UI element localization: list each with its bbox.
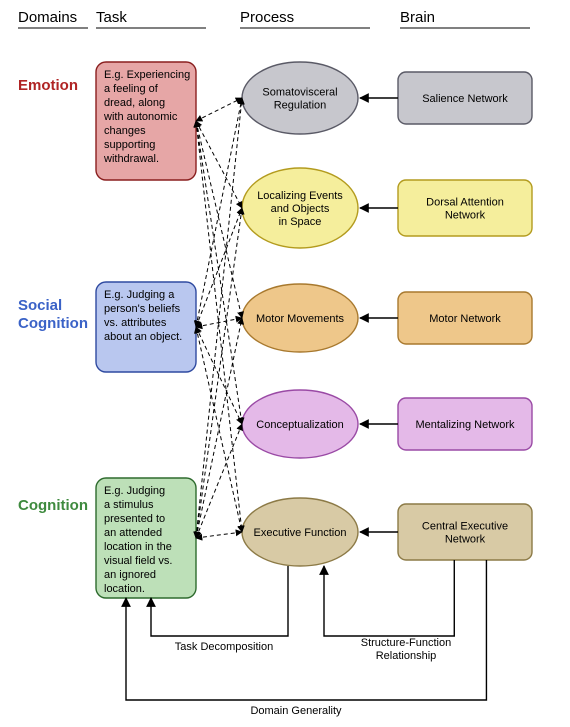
social-task-line: E.g. Judging a <box>104 289 175 301</box>
brain-salience: Salience Network <box>398 72 532 124</box>
social-task-line: about an object. <box>104 331 182 343</box>
process-somatovisceral: SomatovisceralRegulation <box>242 62 358 134</box>
cognition-task-line: E.g. Judging <box>104 485 165 497</box>
brain-dorsal-attention: Dorsal AttentionNetwork <box>398 180 532 236</box>
emotion-task-line: with autonomic <box>103 111 178 123</box>
process-header: Process <box>240 9 294 26</box>
label-structure-function: Relationship <box>376 650 437 662</box>
domains-header: Domains <box>18 9 77 26</box>
cognition-task-line: location in the <box>104 541 172 553</box>
cognition-task: E.g. Judging a stimulus presented to an att… <box>96 478 196 598</box>
domain-label-social: Cognition <box>18 315 88 332</box>
emotion-task-line: a feeling of <box>104 83 159 95</box>
process-localizing-label: in Space <box>279 216 322 228</box>
process-motor: Motor Movements <box>242 284 358 352</box>
emotion-task-line: supporting <box>104 139 155 151</box>
emotion-task: E.g. Experiencing a feeling of dread, alon… <box>96 62 196 180</box>
social-task: E.g. Judging a person's beliefs vs. attrib… <box>96 282 196 372</box>
emotion-task-line: withdrawal. <box>103 153 159 165</box>
social-task-line: vs. attributes <box>104 317 167 329</box>
brain-mentalizing: Mentalizing Network <box>398 398 532 450</box>
emotion-task-line: E.g. Experiencing <box>104 69 190 81</box>
brain-motor-network-label: Motor Network <box>429 313 501 325</box>
process-executive: Executive Function <box>242 498 358 566</box>
process-executive-label: Executive Function <box>254 527 347 539</box>
label-task-decomposition: Task Decomposition <box>175 641 273 653</box>
social-task-line: person's beliefs <box>104 303 181 315</box>
process-somatovisceral-label: Somatovisceral <box>262 87 337 99</box>
brain-central-executive: Central ExecutiveNetwork <box>398 504 532 560</box>
domain-label-emotion: Emotion <box>18 77 78 94</box>
task-header: Task <box>96 9 127 26</box>
brain-header: Brain <box>400 9 435 26</box>
process-motor-label: Motor Movements <box>256 313 345 325</box>
process-localizing: Localizing Eventsand Objectsin Space <box>242 168 358 248</box>
cognition-task-line: an ignored <box>104 569 156 581</box>
brain-dorsal-attention-label: Dorsal Attention <box>426 197 504 209</box>
label-domain-generality: Domain Generality <box>250 705 342 717</box>
process-conceptualization: Conceptualization <box>242 390 358 458</box>
label-structure-function: Structure-Function <box>361 637 451 649</box>
brain-salience-label: Salience Network <box>422 93 508 105</box>
brain-motor-network: Motor Network <box>398 292 532 344</box>
brain-central-executive-label: Central Executive <box>422 521 508 533</box>
cognition-task-line: an attended <box>104 527 162 539</box>
process-localizing-label: and Objects <box>271 203 330 215</box>
process-conceptualization-label: Conceptualization <box>256 419 343 431</box>
process-somatovisceral-label: Regulation <box>274 100 327 112</box>
cognition-task-line: a stimulus <box>104 499 154 511</box>
brain-dorsal-attention-label: Network <box>445 210 486 222</box>
domain-label-cognition: Cognition <box>18 497 88 514</box>
cognition-task-line: visual field vs. <box>104 555 172 567</box>
emotion-task-line: changes <box>104 125 146 137</box>
emotion-task-line: dread, along <box>104 97 165 109</box>
cognition-task-line: presented to <box>104 513 165 525</box>
domain-label-social: Social <box>18 297 62 314</box>
brain-central-executive-label: Network <box>445 534 486 546</box>
process-localizing-label: Localizing Events <box>257 190 343 202</box>
brain-mentalizing-label: Mentalizing Network <box>415 419 515 431</box>
cognition-task-line: location. <box>104 583 145 595</box>
